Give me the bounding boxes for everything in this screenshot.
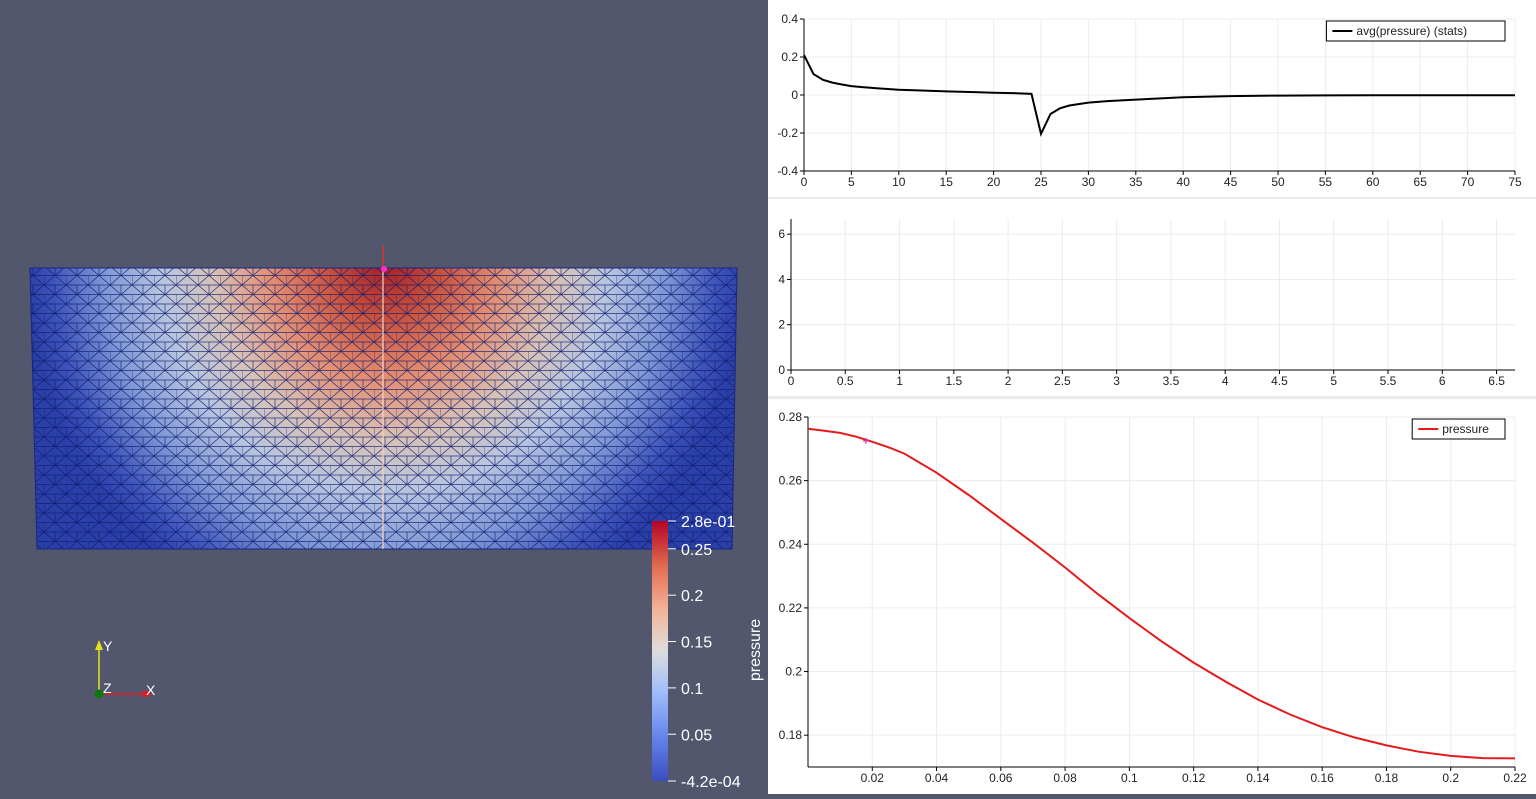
legend-label: pressure (1442, 422, 1489, 436)
legend-box (1325, 20, 1506, 42)
x-tick-label: 0.18 (1375, 771, 1399, 785)
y-tick-label: -0.4 (777, 164, 798, 178)
y-tick-label: 2 (778, 318, 785, 332)
y-tick-label: 6 (778, 227, 785, 241)
x-tick-label: 0.08 (1053, 771, 1077, 785)
y-tick-label: 0 (791, 88, 798, 102)
y-tick-label: 4 (778, 272, 785, 286)
line-chart-empty[interactable]: 0 0.5 1 1.5 2 2.5 3 3.5 4 4.5 5 5.5 6 6.5 0 2 4 6 (768, 199, 1536, 396)
x-tick-label: 0 (801, 175, 808, 189)
x-tick-label: 0.06 (989, 771, 1013, 785)
x-tick-label: 5 (1330, 374, 1337, 388)
y-tick-label: -0.2 (777, 126, 798, 140)
series-line[interactable] (803, 54, 1515, 137)
colorbar-tick-label: 0.25 (681, 542, 712, 559)
x-tick-label: 15 (940, 175, 954, 189)
y-tick-label: 0.2 (781, 50, 798, 64)
probe-marker[interactable] (862, 437, 869, 444)
y-tick-label: 0.26 (779, 474, 803, 488)
x-tick-label: 30 (1082, 175, 1096, 189)
x-tick-label: 70 (1461, 175, 1475, 189)
x-tick-label: 0.02 (861, 771, 885, 785)
colorbar-title: pressure (747, 619, 764, 681)
line-chart-pressure[interactable]: 0.02 0.04 0.06 0.08 0.1 0.12 0.14 0.16 0.18 0.2 0.… (768, 399, 1536, 794)
z-axis-label: Z (103, 680, 112, 696)
chart-panel-empty[interactable]: 0 0.5 1 1.5 2 2.5 3 3.5 4 4.5 5 5.5 6 6.5 0 2 4 6 (768, 199, 1536, 396)
x-tick-label: 0.12 (1182, 771, 1206, 785)
colorbar-gradient (652, 521, 668, 781)
y-tick-label: 0 (778, 363, 785, 377)
x-tick-label: 0 (788, 374, 795, 388)
legend-box (1411, 418, 1506, 440)
x-tick-label: 55 (1319, 175, 1333, 189)
x-tick-label: 0.14 (1246, 771, 1270, 785)
x-tick-label: 75 (1508, 175, 1522, 189)
x-tick-label: 0.22 (1503, 771, 1527, 785)
orientation-axes: Y Z X (94, 638, 156, 699)
x-tick-label: 6.5 (1488, 374, 1505, 388)
colorbar-tick-label: 0.05 (681, 727, 712, 744)
x-tick-label: 4 (1222, 374, 1229, 388)
x-axis-arrowhead (143, 690, 153, 698)
y-axis-arrowhead (95, 640, 103, 650)
y-tick-label: 0.28 (779, 410, 803, 424)
x-tick-label: 10 (892, 175, 906, 189)
probe-point[interactable] (381, 266, 387, 272)
x-tick-label: 60 (1366, 175, 1380, 189)
colorbar-tick-label: 0.2 (681, 588, 703, 605)
x-tick-label: 6 (1439, 374, 1446, 388)
colorbar-tick-label: -4.2e-04 (681, 774, 741, 791)
x-tick-label: 45 (1224, 175, 1238, 189)
x-tick-label: 50 (1271, 175, 1285, 189)
mesh-view[interactable]: 2.8e-01 0.25 0.2 0.15 0.1 0.05 -4.2e-04 pressu… (0, 0, 768, 794)
x-tick-label: 0.5 (837, 374, 854, 388)
series-line[interactable] (807, 427, 1516, 760)
panel-divider (768, 197, 1536, 199)
x-tick-label: 25 (1034, 175, 1048, 189)
x-tick-label: 0.1 (1121, 771, 1138, 785)
color-legend: 2.8e-01 0.25 0.2 0.15 0.1 0.05 -4.2e-04 pressu… (652, 514, 764, 791)
y-tick-label: 0.22 (779, 601, 803, 615)
render-view[interactable]: 2.8e-01 0.25 0.2 0.15 0.1 0.05 -4.2e-04 pressu… (0, 0, 768, 794)
x-tick-label: 0.2 (1442, 771, 1459, 785)
x-tick-label: 65 (1414, 175, 1428, 189)
x-tick-label: 4.5 (1271, 374, 1288, 388)
line-chart-avg-pressure[interactable]: 0 5 10 15 20 25 30 35 40 45 50 55 60 65 70 75 -0.4 -0.2 0 0… (768, 0, 1536, 197)
x-tick-label: 5 (848, 175, 855, 189)
x-tick-label: 3 (1113, 374, 1120, 388)
colorbar-tick-label: 0.15 (681, 635, 712, 652)
x-tick-label: 35 (1129, 175, 1143, 189)
x-tick-label: 40 (1177, 175, 1191, 189)
x-tick-label: 2 (1005, 374, 1012, 388)
x-tick-label: 20 (987, 175, 1001, 189)
x-tick-label: 3.5 (1163, 374, 1180, 388)
x-tick-label: 2.5 (1054, 374, 1071, 388)
chart-panel-avg-pressure[interactable]: 0 5 10 15 20 25 30 35 40 45 50 55 60 65 70 75 -0.4 -0.2 0 0… (768, 0, 1536, 197)
y-tick-label: 0.4 (781, 12, 798, 26)
x-axis-label: X (146, 682, 156, 698)
z-axis-dot (94, 689, 104, 699)
chart-panel-pressure-over-line[interactable]: 0.02 0.04 0.06 0.08 0.1 0.12 0.14 0.16 0.18 0.2 0.… (768, 399, 1536, 794)
y-tick-label: 0.18 (779, 728, 803, 742)
x-tick-label: 1 (896, 374, 903, 388)
colorbar-tick-label: 2.8e-01 (681, 514, 735, 531)
y-tick-label: 0.2 (785, 665, 802, 679)
colorbar-tick-label: 0.1 (681, 681, 703, 698)
panel-divider (768, 396, 1536, 399)
x-tick-label: 1.5 (945, 374, 962, 388)
y-axis-label: Y (103, 638, 113, 654)
x-tick-label: 5.5 (1380, 374, 1397, 388)
y-tick-label: 0.24 (779, 537, 803, 551)
legend-label: avg(pressure) (stats) (1356, 24, 1467, 38)
x-tick-label: 0.16 (1311, 771, 1335, 785)
x-tick-label: 0.04 (925, 771, 949, 785)
